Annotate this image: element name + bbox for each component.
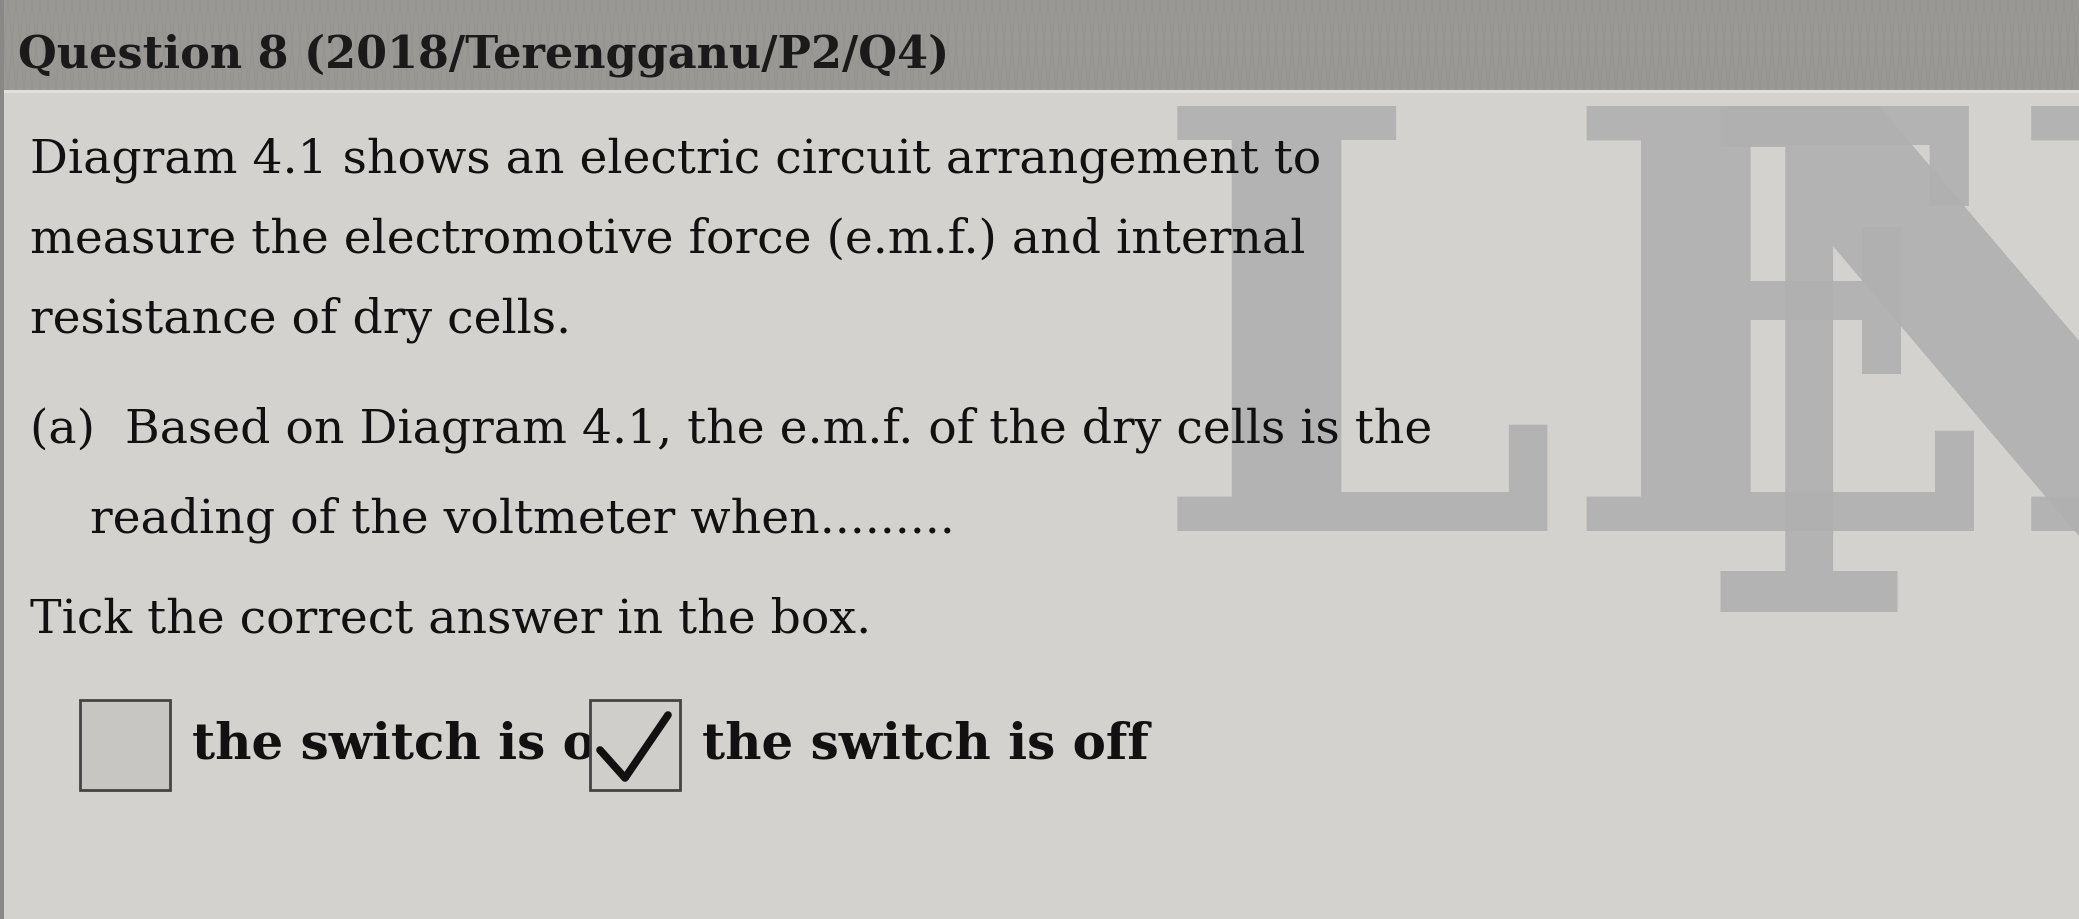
Text: reading of the voltmeter when.........: reading of the voltmeter when......... [89, 497, 954, 543]
Text: the switch is on: the switch is on [191, 720, 632, 769]
Text: measure the electromotive force (e.m.f.) and internal: measure the electromotive force (e.m.f.)… [29, 218, 1306, 263]
Text: LEE: LEE [1150, 88, 2079, 652]
Bar [590, 700, 680, 790]
Text: (a)  Based on Diagram 4.1, the e.m.f. of the dry cells is the: (a) Based on Diagram 4.1, the e.m.f. of … [29, 407, 1432, 453]
Text: resistance of dry cells.: resistance of dry cells. [29, 297, 572, 344]
Bar [0, 90, 2079, 93]
Bar [0, 93, 2079, 919]
Text: Diagram 4.1 shows an electric circuit arrangement to: Diagram 4.1 shows an electric circuit ar… [29, 137, 1322, 183]
Text: Question 8 (2018/Terengganu/P2/Q4): Question 8 (2018/Terengganu/P2/Q4) [19, 33, 950, 77]
Text: Tick the correct answer in the box.: Tick the correct answer in the box. [29, 597, 871, 642]
Bar [79, 700, 170, 790]
Bar [0, 0, 4, 919]
Bar [0, 0, 2079, 90]
Text: NK: NK [1690, 85, 2079, 755]
Text: the switch is off: the switch is off [703, 720, 1150, 769]
